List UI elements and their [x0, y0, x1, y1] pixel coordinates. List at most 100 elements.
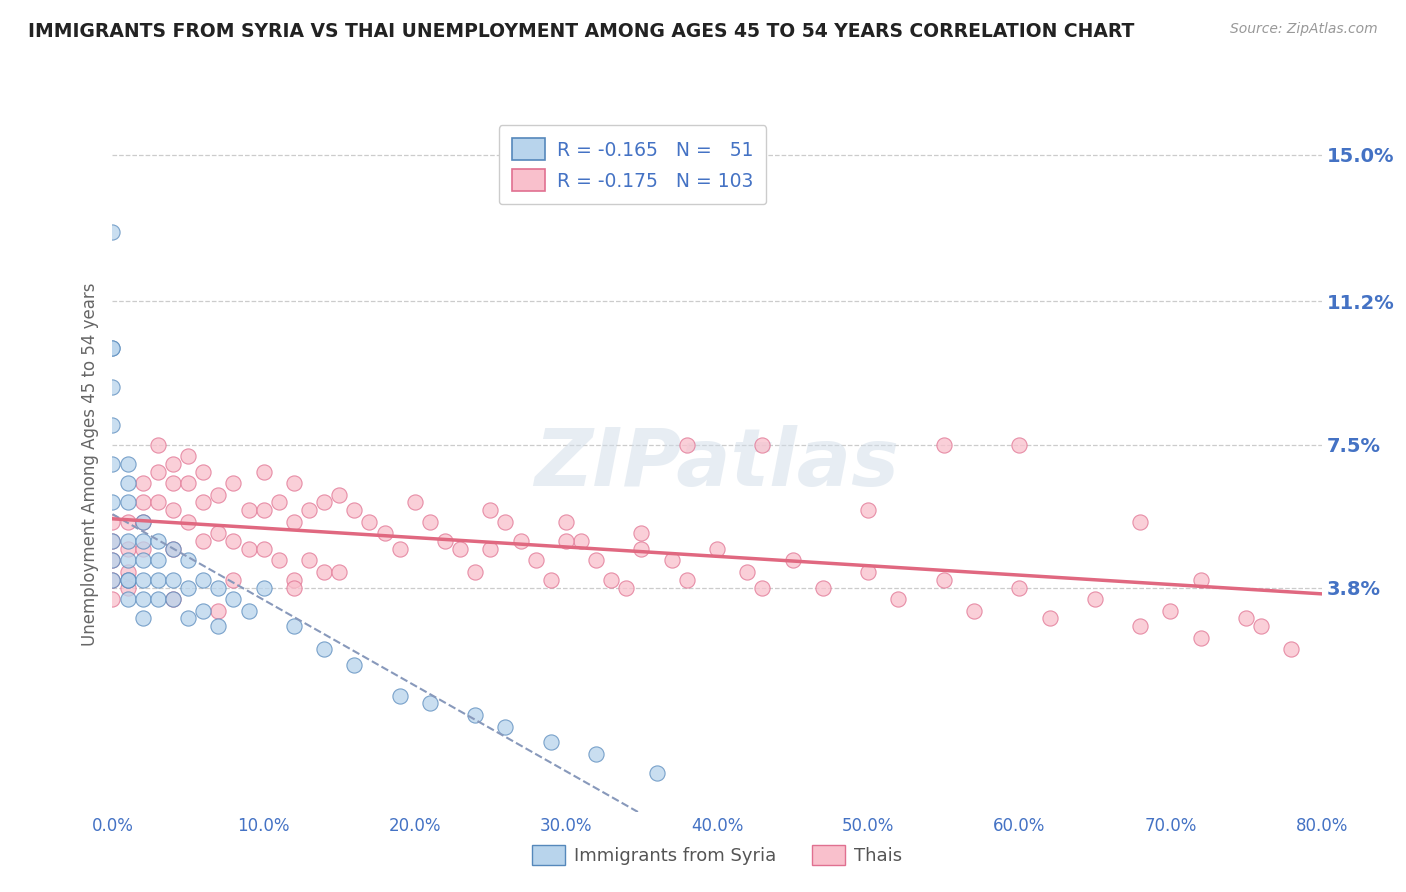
Point	[1159, 604, 1181, 618]
Point	[616, 581, 638, 595]
Point	[117, 457, 139, 471]
Point	[963, 604, 986, 618]
Point	[630, 526, 652, 541]
Point	[101, 341, 124, 355]
Point	[177, 476, 200, 491]
Point	[207, 526, 229, 541]
Point	[464, 565, 486, 579]
Point	[177, 515, 200, 529]
Text: IMMIGRANTS FROM SYRIA VS THAI UNEMPLOYMENT AMONG AGES 45 TO 54 YEARS CORRELATION: IMMIGRANTS FROM SYRIA VS THAI UNEMPLOYME…	[28, 22, 1135, 41]
Point	[162, 503, 184, 517]
Point	[283, 619, 305, 633]
Point	[283, 573, 305, 587]
Point	[1189, 573, 1212, 587]
Point	[146, 495, 169, 509]
Point	[177, 449, 200, 463]
Point	[253, 581, 276, 595]
Point	[162, 541, 184, 556]
Point	[238, 604, 260, 618]
Point	[524, 553, 547, 567]
Point	[177, 553, 200, 567]
Point	[419, 515, 441, 529]
Point	[509, 534, 531, 549]
Point	[191, 495, 214, 509]
Point	[117, 553, 139, 567]
Legend: Immigrants from Syria, Thais: Immigrants from Syria, Thais	[524, 838, 910, 872]
Point	[117, 476, 139, 491]
Point	[117, 581, 139, 595]
Point	[101, 418, 124, 433]
Point	[162, 541, 184, 556]
Point	[132, 553, 155, 567]
Point	[298, 553, 321, 567]
Point	[283, 476, 305, 491]
Point	[328, 488, 350, 502]
Point	[328, 565, 350, 579]
Point	[207, 604, 229, 618]
Point	[374, 526, 396, 541]
Point	[132, 541, 155, 556]
Point	[101, 573, 124, 587]
Point	[811, 581, 834, 595]
Point	[464, 708, 486, 723]
Point	[132, 611, 155, 625]
Point	[1129, 515, 1152, 529]
Point	[1038, 611, 1062, 625]
Point	[1250, 619, 1272, 633]
Point	[162, 476, 184, 491]
Point	[132, 515, 155, 529]
Point	[283, 581, 305, 595]
Point	[630, 541, 652, 556]
Point	[314, 565, 336, 579]
Point	[495, 720, 517, 734]
Point	[932, 573, 955, 587]
Point	[253, 465, 276, 479]
Point	[388, 689, 411, 703]
Point	[267, 495, 290, 509]
Point	[222, 534, 245, 549]
Point	[298, 503, 321, 517]
Point	[675, 437, 697, 451]
Point	[191, 465, 214, 479]
Point	[132, 592, 155, 607]
Y-axis label: Unemployment Among Ages 45 to 54 years: Unemployment Among Ages 45 to 54 years	[80, 282, 98, 646]
Point	[706, 541, 728, 556]
Point	[1189, 631, 1212, 645]
Point	[569, 534, 592, 549]
Point	[585, 747, 607, 761]
Point	[343, 657, 366, 672]
Point	[1008, 581, 1031, 595]
Point	[222, 476, 245, 491]
Point	[117, 534, 139, 549]
Point	[404, 495, 426, 509]
Point	[479, 503, 502, 517]
Point	[253, 503, 276, 517]
Point	[1084, 592, 1107, 607]
Point	[932, 437, 955, 451]
Point	[117, 495, 139, 509]
Text: ZIPatlas: ZIPatlas	[534, 425, 900, 503]
Point	[585, 553, 607, 567]
Point	[675, 573, 697, 587]
Point	[191, 604, 214, 618]
Point	[101, 592, 124, 607]
Point	[359, 515, 381, 529]
Point	[540, 573, 562, 587]
Point	[661, 553, 683, 567]
Point	[117, 541, 139, 556]
Point	[101, 534, 124, 549]
Point	[479, 541, 502, 556]
Point	[449, 541, 471, 556]
Point	[191, 573, 214, 587]
Point	[343, 503, 366, 517]
Point	[117, 592, 139, 607]
Point	[117, 573, 139, 587]
Point	[101, 495, 124, 509]
Point	[132, 534, 155, 549]
Point	[101, 341, 124, 355]
Point	[1279, 642, 1302, 657]
Point	[238, 503, 260, 517]
Point	[495, 515, 517, 529]
Point	[146, 437, 169, 451]
Point	[856, 565, 880, 579]
